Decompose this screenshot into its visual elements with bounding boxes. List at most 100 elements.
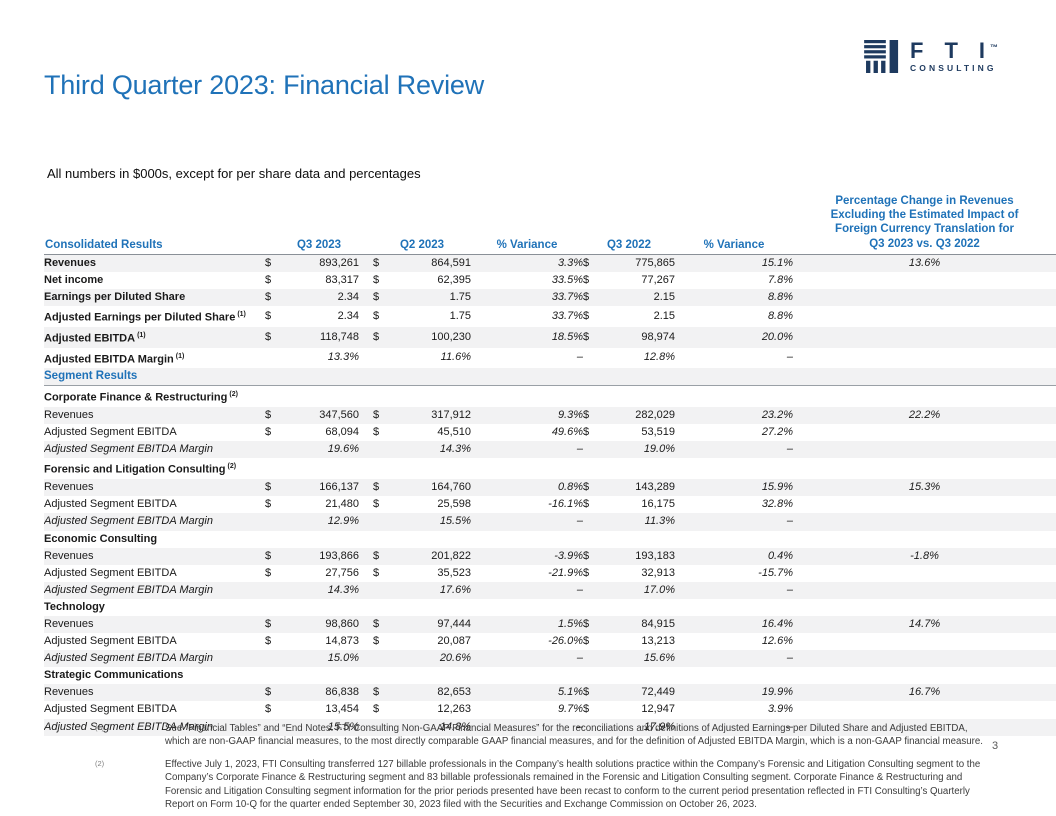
cell-v3: 84,915 xyxy=(641,617,676,630)
cell-pv1: 3.3% xyxy=(557,256,584,269)
cell-pv2 xyxy=(675,368,793,386)
cell-v2: 1.75 xyxy=(449,309,472,322)
footnote-2-text: Effective July 1, 2023, FTI Consulting t… xyxy=(165,758,981,811)
cell-pv2: 7.8% xyxy=(767,273,794,286)
cell-d3: $ xyxy=(583,498,590,511)
cell-v2: 97,444 xyxy=(437,617,472,630)
cell-pv1 xyxy=(471,385,584,408)
cell-fx xyxy=(793,385,1056,408)
cell-v2: 864,591 xyxy=(431,256,472,269)
row-label: Adjusted Segment EBITDA xyxy=(44,566,177,579)
cell-d3: $ xyxy=(583,291,590,303)
cell-fx xyxy=(793,272,1056,289)
footnotes: (1) See “Financial Tables” and “End Note… xyxy=(95,722,995,816)
cell-pv1 xyxy=(471,667,583,684)
cell-v1: 2.34 xyxy=(337,291,359,303)
cell-d1: $ xyxy=(265,635,272,648)
table-row: Adjusted EBITDA Margin (1) 13.3% 11.6% – 12.8… xyxy=(44,348,1056,369)
cell-fx xyxy=(793,327,1056,348)
cell-d2 xyxy=(373,385,396,408)
cell-g1 xyxy=(359,684,373,701)
row-label: Revenues xyxy=(44,549,94,562)
cell-pv1: 49.6% xyxy=(551,426,584,439)
cell-pv2: 32.8% xyxy=(761,498,794,511)
cell-d3: $ xyxy=(583,703,590,716)
cell-g1 xyxy=(359,289,373,306)
cell-d2: $ xyxy=(373,273,380,286)
footnote-reference: (2) xyxy=(229,391,238,399)
cell-pv2: 8.8% xyxy=(767,309,794,322)
cell-d2: $ xyxy=(373,256,380,269)
table-row: Revenues $86,838 $82,653 5.1% $72,449 19.9% 16… xyxy=(44,684,1056,702)
cell-d1 xyxy=(265,513,287,530)
cell-pv2: -15.7% xyxy=(758,566,794,579)
cell-v3: 53,519 xyxy=(641,426,676,439)
cell-pv2: 23.2% xyxy=(761,409,794,422)
row-label: Adjusted Segment EBITDA Margin xyxy=(44,443,213,456)
fti-column-icon xyxy=(864,40,902,73)
cell-d3 xyxy=(583,348,595,369)
cell-fx: 14.7% xyxy=(908,617,941,630)
row-label: Adjusted Earnings per Diluted Share (1) xyxy=(44,311,246,324)
cell-v1: 14.3% xyxy=(327,583,359,596)
cell-v1 xyxy=(287,531,359,548)
row-label: Revenues xyxy=(44,617,94,630)
cell-v1: 15.0% xyxy=(327,652,359,665)
cell-d2: $ xyxy=(373,703,380,716)
segment-header-row: Corporate Finance & Restructuring (2) xyxy=(44,385,1056,408)
cell-pv1: 9.7% xyxy=(557,703,584,716)
cell-pv2: 20.0% xyxy=(761,330,794,343)
cell-v2: 17.6% xyxy=(439,583,472,596)
cell-d2: $ xyxy=(373,686,380,699)
cell-v3: 2.15 xyxy=(653,309,676,322)
cell-d2 xyxy=(373,458,395,479)
cell-d3 xyxy=(583,531,595,548)
cell-d2: $ xyxy=(373,409,380,422)
cell-d1: $ xyxy=(265,409,272,422)
cell-d3 xyxy=(583,582,595,599)
cell-pv1: -26.0% xyxy=(548,635,584,648)
cell-d2 xyxy=(373,348,395,369)
segment-header-row: Forensic and Litigation Consulting (2) xyxy=(44,458,1056,479)
table-row: Revenues $193,866 $201,822 -3.9% $193,183 0.4… xyxy=(44,547,1056,565)
cell-v1: 98,860 xyxy=(325,617,359,630)
cell-v2 xyxy=(395,458,471,479)
cell-v3: 193,183 xyxy=(635,549,676,562)
cell-pv2 xyxy=(675,531,793,548)
cell-v3: 143,289 xyxy=(635,481,676,494)
cell-g1 xyxy=(359,599,373,616)
cell-fx xyxy=(793,513,1056,530)
cell-d1 xyxy=(265,385,287,408)
row-label: Revenues xyxy=(44,686,94,699)
cell-d1 xyxy=(265,531,287,548)
cell-d2 xyxy=(373,582,395,599)
cell-d3 xyxy=(583,368,595,386)
table-row: Revenues $98,860 $97,444 1.5% $84,915 16.4% 14… xyxy=(44,615,1056,634)
col-header-consolidated-results: Consolidated Results xyxy=(44,194,265,255)
cell-d2: $ xyxy=(373,498,380,511)
cell-pv2 xyxy=(675,599,793,616)
table-body: Revenues $893,261 $864,591 3.3% $775,865 15.1… xyxy=(44,254,1056,736)
cell-d1: $ xyxy=(265,330,272,343)
cell-v1: 13,454 xyxy=(325,703,359,716)
cell-d1 xyxy=(265,599,287,616)
cell-g1 xyxy=(359,667,373,684)
table-header-row: Consolidated Results Q3 2023 Q2 2023 % V… xyxy=(44,194,1056,255)
cell-d1: $ xyxy=(265,481,272,494)
cell-v3 xyxy=(595,368,675,386)
cell-v2: 100,230 xyxy=(431,330,472,343)
cell-d3 xyxy=(583,441,595,458)
cell-v3: 77,267 xyxy=(641,273,676,286)
cell-fx xyxy=(793,701,1056,718)
footnote-reference: (2) xyxy=(227,463,237,471)
cell-v3 xyxy=(595,667,675,684)
cell-pv2: – xyxy=(786,443,794,456)
cell-fx: 15.3% xyxy=(908,481,941,494)
cell-pv1 xyxy=(471,599,583,616)
cell-d3: $ xyxy=(583,426,590,439)
row-label: Technology xyxy=(44,600,105,613)
footnote-2-marker: (2) xyxy=(95,758,105,768)
cell-v1 xyxy=(287,458,359,479)
cell-v1 xyxy=(287,599,359,616)
